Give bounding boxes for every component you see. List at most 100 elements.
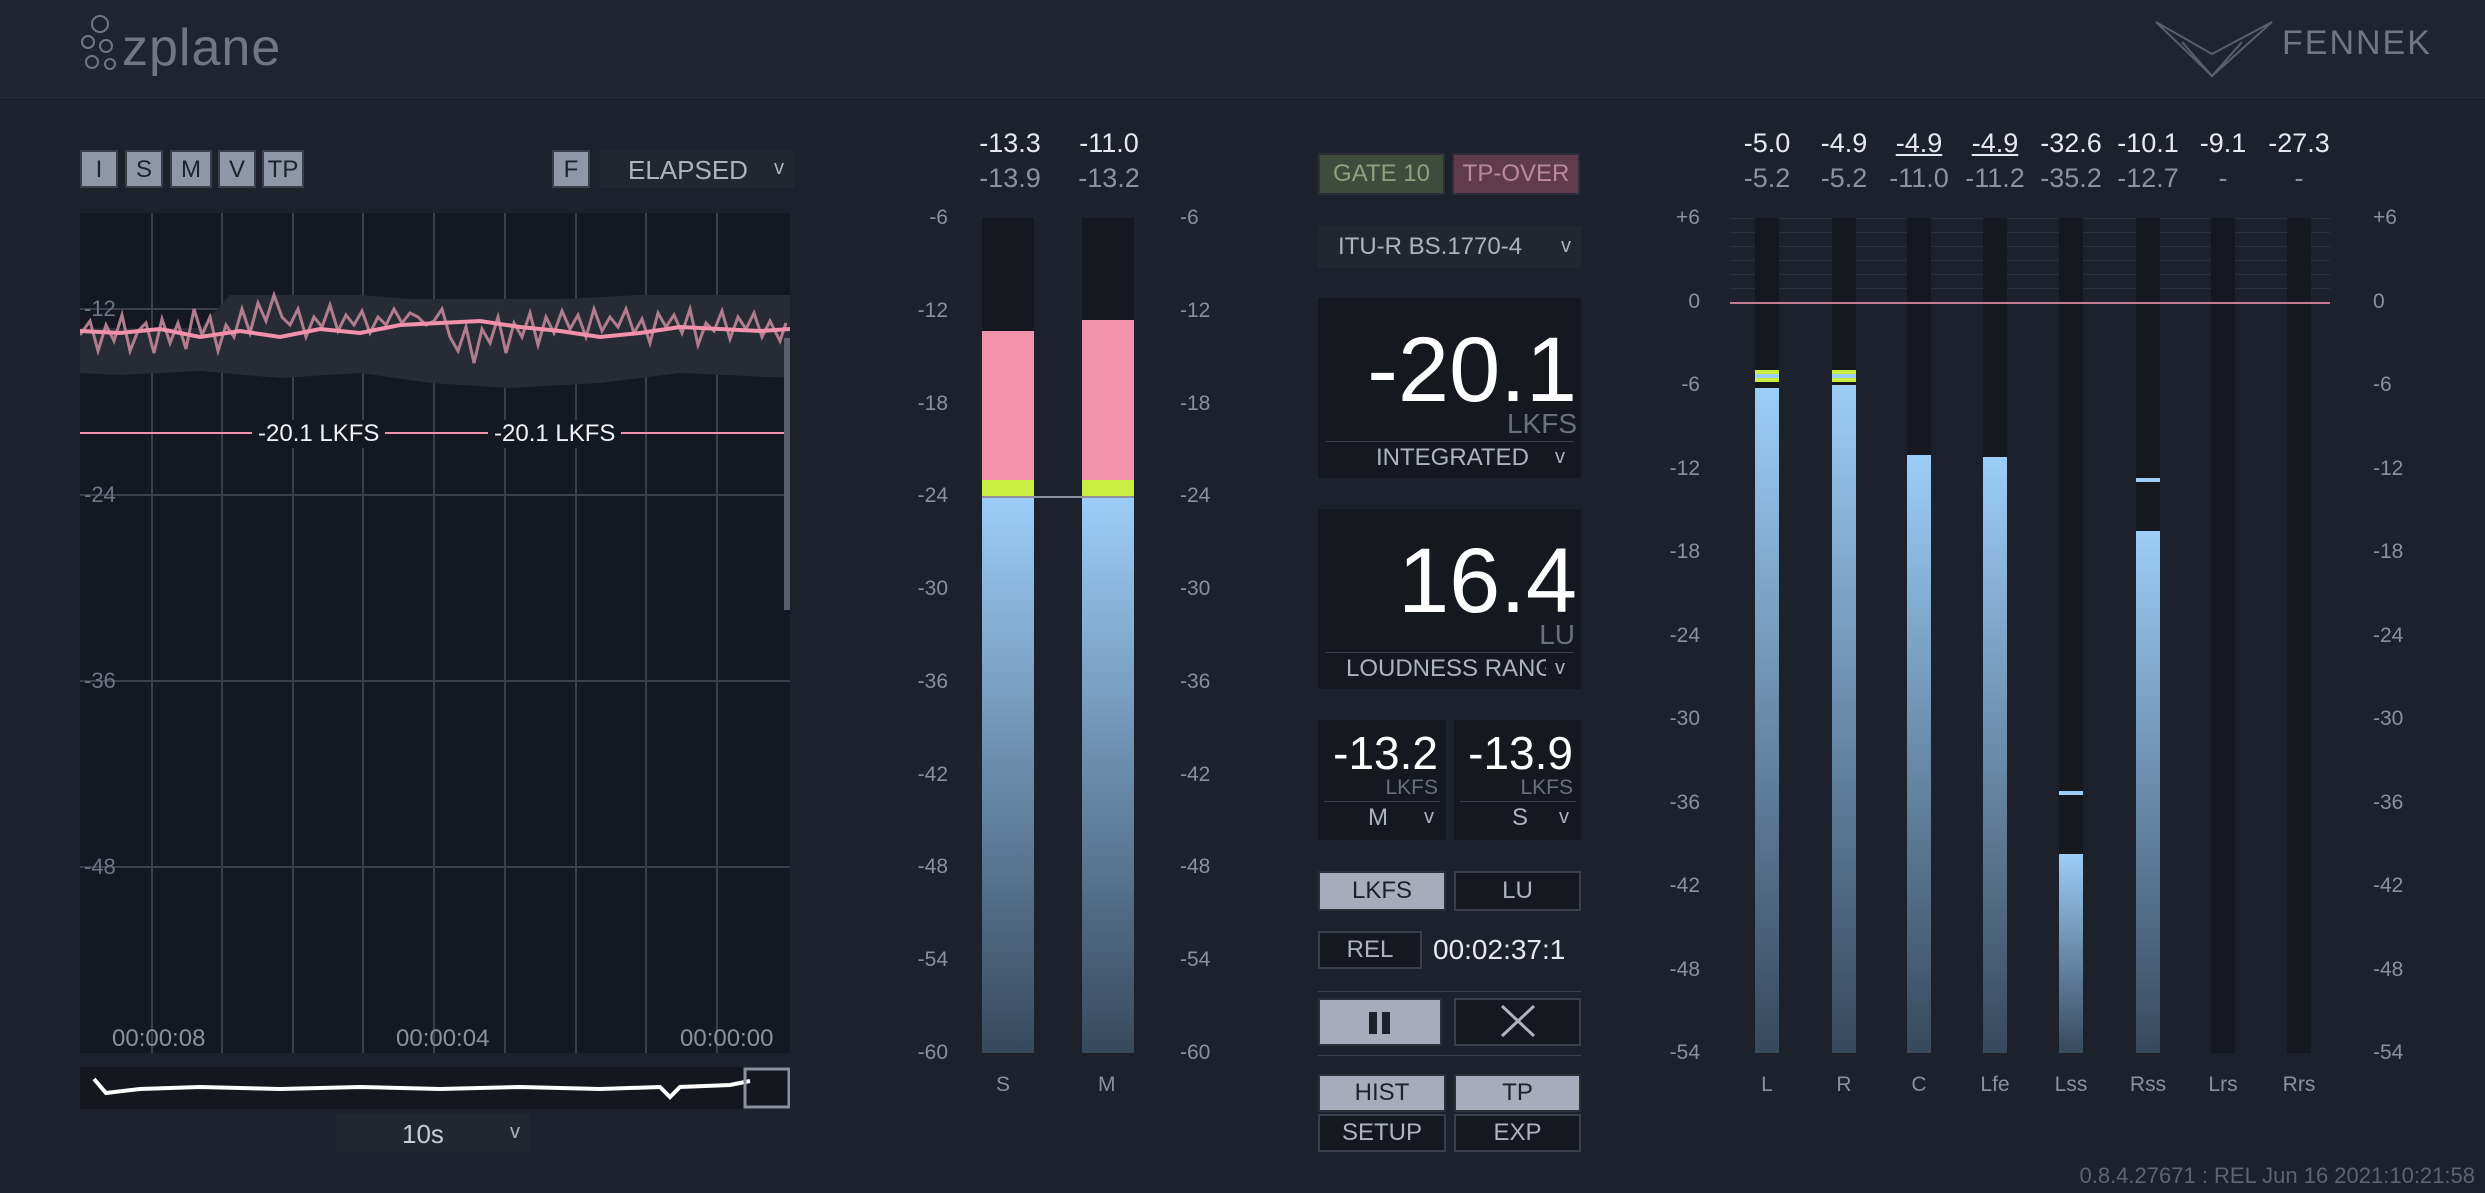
peak-bottom-value: - — [2294, 163, 2304, 193]
pause-icon — [1369, 1012, 1390, 1034]
history-graph[interactable]: -12 -24 -36 -48 -20.1 LKFS -20.1 LKFS 00… — [80, 213, 790, 1053]
time-mode-dropdown[interactable]: ELAPSED v — [600, 150, 794, 188]
headroom-grid — [1730, 259, 2330, 261]
scale-label: -36 — [2373, 790, 2404, 814]
loudness-range-panel: 16.4 LU LOUDNESS RANGE v — [1318, 509, 1581, 689]
peak-top-value: -27.3 — [2268, 128, 2330, 158]
headroom-grid — [1730, 231, 2330, 233]
peak-bottom-s: -13.9 — [979, 163, 1041, 193]
integrated-label[interactable]: INTEGRATED — [1376, 444, 1529, 471]
channel-label: Lfe — [1980, 1073, 2010, 1096]
pause-button[interactable] — [1318, 998, 1442, 1046]
target-label: -20.1 LKFS — [252, 420, 386, 448]
lu-button[interactable]: LU — [1454, 871, 1581, 911]
scale-label: -30 — [2373, 707, 2404, 730]
channel-label: Lss — [2054, 1073, 2088, 1096]
meter-track — [2211, 218, 2235, 1053]
scale-label: -12 — [2373, 456, 2404, 480]
meter-bar-level — [2059, 853, 2083, 1053]
scale-label: -42 — [917, 762, 948, 786]
short-term-label[interactable]: S — [1512, 804, 1529, 831]
scale-label: -42 — [1669, 874, 1700, 897]
mode-button-v[interactable]: V — [218, 150, 256, 188]
reset-button[interactable] — [1454, 998, 1581, 1046]
history-scrollbar[interactable] — [784, 338, 790, 610]
short-term-unit: LKFS — [1520, 776, 1573, 799]
channel-label: R — [1836, 1073, 1852, 1096]
range-label[interactable]: LOUDNESS RANGE — [1346, 655, 1546, 682]
scale-label: +6 — [1676, 206, 1700, 229]
short-term-panel: -13.9 LKFS S v — [1454, 720, 1581, 840]
scale-label: -18 — [2373, 540, 2404, 563]
peak-marker — [2136, 478, 2160, 483]
meter-bar-target — [982, 480, 1034, 497]
headroom-grid — [1730, 245, 2330, 247]
meter-bar-level — [982, 496, 1034, 1053]
integrated-value: -20.1 — [1367, 319, 1577, 421]
mode-button-m[interactable]: M — [170, 150, 212, 188]
gate-button[interactable]: GATE 10 — [1318, 153, 1445, 195]
meter-bar-target — [1082, 480, 1134, 497]
logo-text: zplane — [122, 19, 282, 77]
chevron-down-icon[interactable]: v — [1559, 806, 1569, 828]
mode-button-tp[interactable]: TP — [262, 150, 304, 188]
scale-label: -42 — [1180, 762, 1211, 786]
channel-label-m: M — [1098, 1073, 1116, 1096]
standard-dropdown[interactable]: ITU-R BS.1770-4 v — [1318, 226, 1581, 268]
chevron-down-icon[interactable]: v — [1555, 446, 1565, 468]
f-button[interactable]: F — [552, 150, 590, 188]
peak-top-value: -9.1 — [2199, 128, 2247, 158]
chevron-down-icon: v — [510, 1121, 520, 1143]
meter-bar-level — [1983, 457, 2007, 1053]
short-term-value: -13.9 — [1468, 727, 1573, 779]
setup-button[interactable]: SETUP — [1318, 1114, 1446, 1152]
scale-label: -60 — [1180, 1041, 1211, 1064]
scale-label: -24 — [2373, 623, 2404, 647]
scale-label: -48 — [1669, 957, 1700, 981]
tp-over-button[interactable]: TP-OVER — [1452, 153, 1580, 195]
scale-label: -24 — [1180, 484, 1211, 508]
zoom-dropdown[interactable]: 10s v — [336, 1114, 530, 1152]
integrated-curve — [80, 318, 790, 340]
channel-label: L — [1761, 1073, 1773, 1096]
time-axis-label: 00:00:08 — [112, 1025, 206, 1052]
meter-bar-level — [1907, 454, 1931, 1053]
scale-label: -12 — [1180, 298, 1211, 322]
rel-button[interactable]: REL — [1318, 931, 1422, 969]
headroom-grid — [1730, 273, 2330, 275]
chevron-down-icon: v — [774, 157, 784, 179]
channel-label: Rrs — [2282, 1073, 2316, 1096]
tp-button[interactable]: TP — [1454, 1074, 1581, 1112]
peak-bottom-value: -5.2 — [1743, 163, 1791, 193]
scale-label: -36 — [1669, 790, 1700, 814]
momentary-unit: LKFS — [1385, 776, 1438, 799]
channel-label: C — [1911, 1073, 1927, 1096]
chevron-down-icon[interactable]: v — [1424, 806, 1434, 828]
exp-button[interactable]: EXP — [1454, 1114, 1581, 1152]
peak-bottom-m: -13.2 — [1078, 163, 1140, 193]
scale-label: -36 — [917, 669, 948, 693]
lkfs-button[interactable]: LKFS — [1318, 871, 1446, 911]
hist-button[interactable]: HIST — [1318, 1074, 1446, 1112]
momentary-value: -13.2 — [1333, 727, 1438, 779]
chevron-down-icon[interactable]: v — [1555, 657, 1565, 679]
scale-label: -48 — [1180, 855, 1211, 879]
history-y-label: -12 — [84, 296, 116, 321]
mode-button-i[interactable]: I — [80, 150, 118, 188]
mode-button-s[interactable]: S — [125, 150, 163, 188]
scale-label: -6 — [929, 206, 948, 229]
close-icon — [1500, 1004, 1536, 1038]
meter-bar-level — [1832, 385, 1856, 1053]
scale-label: -6 — [1681, 373, 1700, 396]
history-y-label: -24 — [84, 482, 116, 507]
peak-bottom-value: - — [2218, 163, 2228, 193]
peak-top-value: -4.9 — [1971, 128, 2019, 158]
momentary-label[interactable]: M — [1368, 804, 1388, 831]
scale-label: -6 — [2373, 373, 2392, 396]
scale-label: 0 — [2373, 289, 2385, 313]
overview-strip[interactable] — [80, 1067, 791, 1109]
history-y-label: -48 — [84, 854, 116, 879]
momentary-curve — [80, 290, 788, 364]
headroom-grid — [1730, 218, 2330, 219]
history-y-label: -36 — [84, 668, 116, 693]
